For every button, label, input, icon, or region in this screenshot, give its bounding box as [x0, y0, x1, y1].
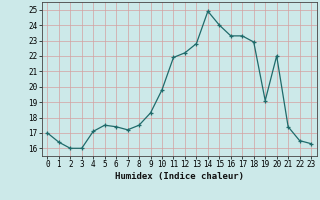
X-axis label: Humidex (Indice chaleur): Humidex (Indice chaleur) [115, 172, 244, 181]
